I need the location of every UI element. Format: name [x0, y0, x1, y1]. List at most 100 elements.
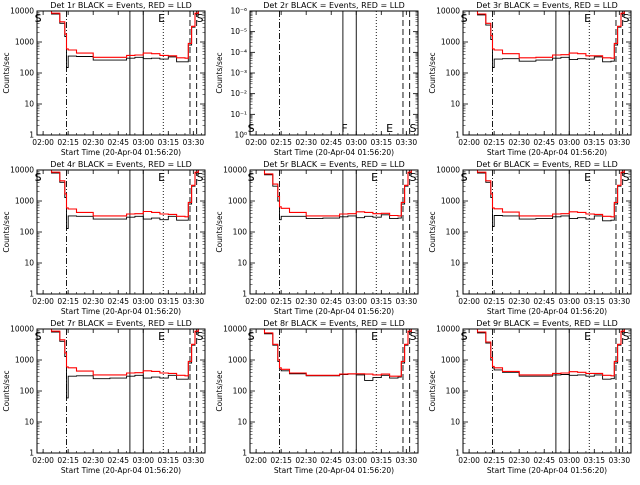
marker-s: S: [410, 171, 417, 184]
marker-s: S: [623, 330, 630, 343]
x-tick-label: 03:30: [609, 297, 631, 306]
x-tick-label: 03:00: [558, 297, 580, 306]
y-tick-label: 1: [455, 131, 460, 140]
x-axis-label: Start Time (20-Apr-04 01:56:20): [61, 148, 181, 157]
x-tick-label: 03:15: [157, 138, 179, 147]
plot-frame: [249, 10, 419, 136]
detector-panel-4: Det 4r BLACK = Events, RED = LLD Counts/s…: [2, 160, 206, 316]
x-tick-label: 03:00: [558, 456, 580, 465]
x-tick-label: 02:30: [508, 456, 530, 465]
x-tick-label: 03:15: [370, 297, 392, 306]
x-tick-label: 03:00: [345, 138, 367, 147]
x-tick-label: 02:00: [458, 138, 480, 147]
x-tick-label: 03:30: [396, 138, 418, 147]
panel-title: Det 2r BLACK = Events, RED = LLD: [263, 1, 405, 10]
panel-title: Det 6r BLACK = Events, RED = LLD: [476, 160, 618, 169]
x-axis-label: Start Time (20-Apr-04 01:56:20): [61, 466, 181, 475]
marker-s: S: [35, 12, 42, 25]
detector-panel-7: Det 7r BLACK = Events, RED = LLD Counts/s…: [2, 319, 206, 475]
x-tick-label: 02:45: [533, 138, 555, 147]
y-tick-label: 1000: [15, 356, 34, 365]
y-axis-label: Counts/sec: [428, 370, 437, 411]
marker-e: E: [584, 171, 591, 184]
x-axis-label: Start Time (20-Apr-04 01:56:20): [61, 307, 181, 316]
x-tick-label: 03:30: [183, 297, 205, 306]
x-tick-label: 02:30: [508, 138, 530, 147]
x-tick-label: 03:00: [345, 456, 367, 465]
x-tick-label: 03:30: [183, 138, 205, 147]
lld-series-line: [39, 10, 199, 59]
x-tick-label: 02:45: [320, 297, 342, 306]
marker-s: S: [197, 330, 204, 343]
panel-title: Det 8r BLACK = Events, RED = LLD: [263, 319, 405, 328]
y-tick-label: 1000: [15, 38, 34, 47]
y-tick-label: 10⁻²: [230, 89, 247, 98]
x-tick-label: 02:30: [295, 297, 317, 306]
y-tick-label: 10⁰: [234, 131, 247, 140]
y-tick-label: 100: [446, 387, 461, 396]
x-tick-label: 02:15: [270, 138, 292, 147]
x-tick-label: 03:00: [345, 297, 367, 306]
x-tick-label: 02:30: [508, 297, 530, 306]
detector-panel-3: Det 3r BLACK = Events, RED = LLD Counts/s…: [428, 1, 632, 157]
x-tick-label: 02:15: [57, 297, 79, 306]
panel-title: Det 7r BLACK = Events, RED = LLD: [50, 319, 192, 328]
x-tick-label: 03:15: [157, 297, 179, 306]
x-tick-label: 02:00: [32, 456, 54, 465]
lld-series-line: [252, 169, 412, 217]
x-tick-label: 03:15: [583, 138, 605, 147]
y-axis-label: Counts/sec: [215, 52, 224, 93]
x-tick-label: 02:45: [107, 297, 129, 306]
panel-title: Det 4r BLACK = Events, RED = LLD: [50, 160, 192, 169]
lld-series-line: [39, 328, 199, 377]
x-tick-label: 03:30: [609, 456, 631, 465]
x-tick-label: 02:45: [320, 138, 342, 147]
x-tick-label: 03:30: [396, 297, 418, 306]
y-tick-label: 10⁻⁴: [230, 48, 247, 57]
plot-frame: [36, 10, 206, 136]
y-tick-label: 1: [29, 131, 34, 140]
y-tick-label: 100: [446, 228, 461, 237]
marker-s: S: [35, 171, 42, 184]
marker-e: E: [158, 330, 165, 343]
marker-s: S: [461, 171, 468, 184]
x-axis-label: Start Time (20-Apr-04 01:56:20): [487, 148, 607, 157]
plot-frame: [249, 328, 419, 454]
y-tick-label: 10⁻⁶: [230, 7, 247, 16]
detector-panel-2: Det 2r BLACK = Events, RED = LLD Counts/s…: [215, 1, 419, 157]
y-tick-label: 100: [233, 387, 248, 396]
y-axis-label: Counts/sec: [2, 370, 11, 411]
lld-series-line: [39, 169, 199, 218]
y-tick-label: 10⁻⁵: [230, 27, 247, 36]
detector-panel-8: Det 8r BLACK = Events, RED = LLD Counts/s…: [215, 319, 419, 475]
x-tick-label: 03:15: [583, 456, 605, 465]
y-tick-label: 1000: [441, 356, 460, 365]
y-axis-label: Counts/sec: [428, 211, 437, 252]
panel-title: Det 5r BLACK = Events, RED = LLD: [263, 160, 405, 169]
x-tick-label: 02:00: [245, 297, 267, 306]
y-tick-label: 1000: [441, 38, 460, 47]
x-tick-label: 03:15: [157, 456, 179, 465]
plot-frame: [462, 328, 632, 454]
x-tick-label: 02:15: [483, 456, 505, 465]
y-tick-label: 100: [446, 69, 461, 78]
x-tick-label: 02:15: [483, 138, 505, 147]
y-tick-label: 10000: [436, 325, 460, 334]
marker-s: S: [35, 330, 42, 343]
y-tick-label: 100: [20, 228, 35, 237]
panel-title: Det 9r BLACK = Events, RED = LLD: [476, 319, 618, 328]
plot-frame: [36, 169, 206, 295]
marker-e: E: [584, 330, 591, 343]
x-axis-label: Start Time (20-Apr-04 01:56:20): [274, 148, 394, 157]
x-tick-label: 02:15: [270, 456, 292, 465]
plot-frame: [462, 10, 632, 136]
y-tick-label: 1000: [228, 356, 247, 365]
panel-title: Det 1r BLACK = Events, RED = LLD: [50, 1, 192, 10]
x-tick-label: 02:30: [295, 456, 317, 465]
x-tick-label: 02:15: [270, 297, 292, 306]
y-tick-label: 10000: [10, 7, 34, 16]
x-tick-label: 02:00: [458, 297, 480, 306]
y-tick-label: 100: [20, 387, 35, 396]
x-tick-label: 03:00: [132, 456, 154, 465]
